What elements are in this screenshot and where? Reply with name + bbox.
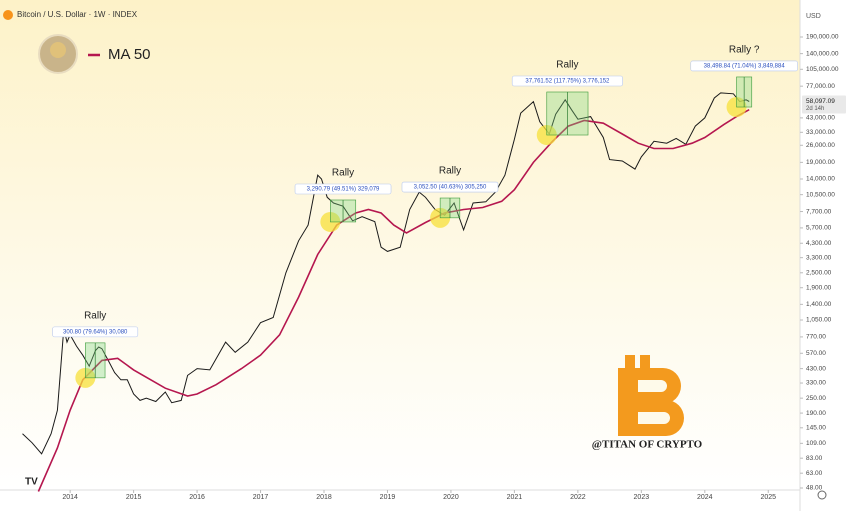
legend-label: MA 50 — [108, 46, 151, 63]
x-tick-label: 2021 — [507, 494, 523, 501]
y-tick-label: 43,000.00 — [806, 115, 835, 122]
price-tag-label: 58,097.09 — [806, 98, 835, 105]
symbol-icon — [3, 10, 13, 20]
measure-label: 38,498.84 (71.04%) 3,849,884 — [704, 64, 786, 70]
measure-box — [511, 75, 623, 87]
measure-label: 3,052.50 (40.63%) 305,250 — [414, 185, 487, 191]
y-tick-label: 190.00 — [806, 410, 826, 417]
y-tick-label: 190,000.00 — [806, 34, 839, 41]
measure-label: 37,761.52 (117.75%) 3,776,152 — [525, 79, 610, 85]
measure-box — [401, 181, 499, 193]
y-tick-label: 5,700.00 — [806, 225, 832, 232]
x-tick-label: 2014 — [62, 494, 78, 501]
x-tick-label: 2025 — [760, 494, 776, 501]
ma-line — [37, 108, 750, 492]
measure-box — [52, 326, 139, 338]
y-tick-label: 250.00 — [806, 395, 826, 402]
x-tick-label: 2015 — [126, 494, 142, 501]
currency-label: USD — [806, 13, 821, 20]
rally-title: Rally — [556, 60, 578, 71]
y-tick-label: 2,500.00 — [806, 270, 832, 277]
y-tick-label: 105,000.00 — [806, 66, 839, 73]
x-tick-label: 2017 — [253, 494, 269, 501]
bitcoin-logo — [618, 355, 684, 436]
x-tick-label: 2018 — [316, 494, 332, 501]
y-tick-label: 19,000.00 — [806, 159, 835, 166]
y-tick-label: 83.00 — [806, 455, 823, 462]
y-tick-label: 77,000.00 — [806, 83, 835, 90]
y-tick-label: 140,000.00 — [806, 50, 839, 57]
logo: TV — [25, 477, 38, 488]
price-tag — [802, 95, 846, 114]
rally-title: Rally ? — [729, 45, 760, 56]
x-tick-label: 2020 — [443, 494, 459, 501]
measure-label: 300.80 (79.64%) 30,080 — [63, 329, 128, 335]
y-tick-label: 330.00 — [806, 380, 826, 387]
y-tick-label: 48.00 — [806, 485, 823, 492]
y-tick-label: 109.00 — [806, 440, 826, 447]
x-tick-label: 2024 — [697, 494, 713, 501]
rally-title: Rally — [84, 311, 106, 322]
y-tick-label: 10,500.00 — [806, 191, 835, 198]
measure-box — [690, 60, 798, 72]
rally-title: Rally — [332, 168, 354, 179]
rally-title: Rally — [439, 166, 461, 177]
y-tick-label: 7,700.00 — [806, 208, 832, 215]
y-tick-label: 14,000.00 — [806, 176, 835, 183]
y-tick-label: 430.00 — [806, 365, 826, 372]
y-tick-label: 145.00 — [806, 425, 826, 432]
y-tick-label: 570.00 — [806, 350, 826, 357]
measure-box — [294, 183, 392, 195]
measure-label: 3,290.79 (49.51%) 329,079 — [307, 187, 380, 193]
symbol-title: Bitcoin / U.S. Dollar · 1W · INDEX — [17, 10, 138, 19]
y-tick-label: 3,300.00 — [806, 254, 832, 261]
watermark: @TITAN OF CRYPTO — [592, 439, 703, 451]
y-tick-label: 1,400.00 — [806, 301, 832, 308]
x-tick-label: 2023 — [634, 494, 650, 501]
y-tick-label: 1,050.00 — [806, 317, 832, 324]
y-tick-label: 63.00 — [806, 470, 823, 477]
y-tick-label: 33,000.00 — [806, 129, 835, 136]
price-countdown: 2d 14h — [806, 106, 824, 112]
avatar-face — [50, 42, 66, 58]
y-tick-label: 26,000.00 — [806, 142, 835, 149]
x-tick-label: 2022 — [570, 494, 586, 501]
price-line — [22, 92, 750, 455]
y-tick-label: 770.00 — [806, 334, 826, 341]
y-tick-label: 4,300.00 — [806, 240, 832, 247]
settings-icon[interactable] — [817, 490, 827, 500]
x-tick-label: 2016 — [189, 494, 205, 501]
x-tick-label: 2019 — [380, 494, 396, 501]
y-tick-label: 1,900.00 — [806, 284, 832, 291]
